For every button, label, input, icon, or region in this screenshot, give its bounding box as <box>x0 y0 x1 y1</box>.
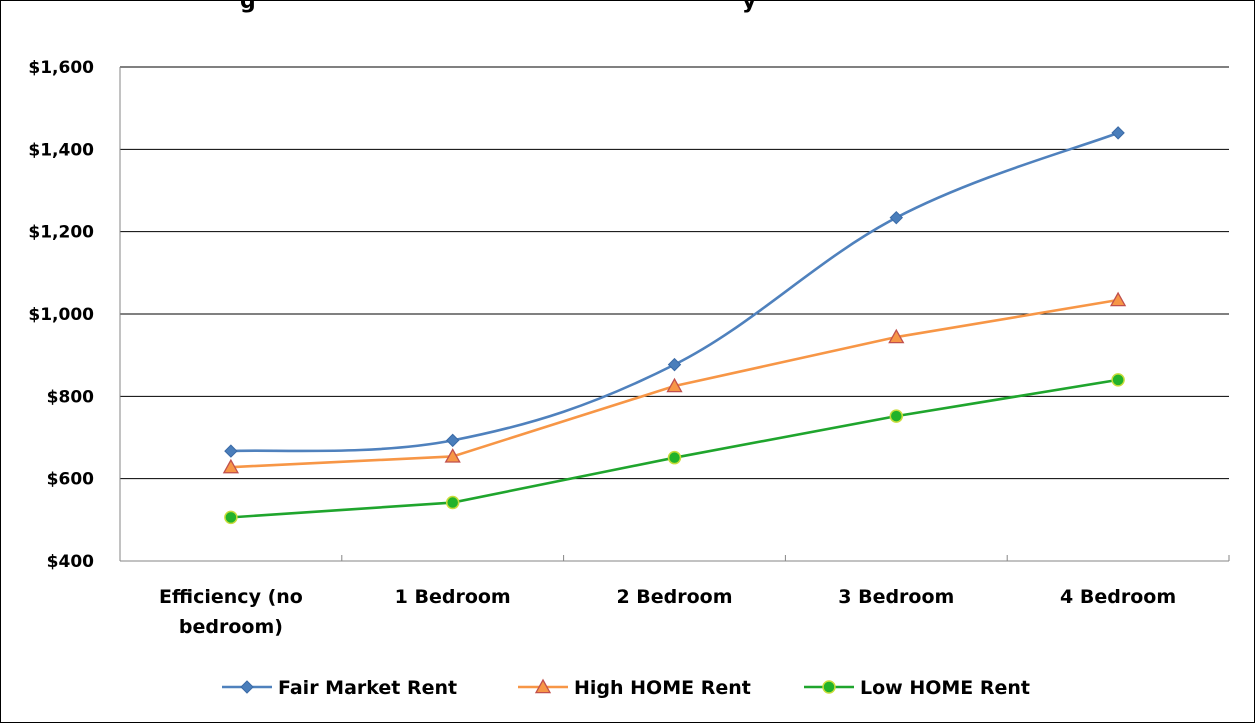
legend-marker <box>534 678 552 694</box>
data-point <box>445 433 460 448</box>
legend-marker <box>240 680 254 694</box>
legend-marker <box>822 680 836 694</box>
series-fair-market-rent <box>224 126 1125 458</box>
series-high-home-rent <box>222 291 1127 474</box>
x-category-label: 4 Bedroom <box>1060 586 1176 608</box>
chart-title-fragment-end: y <box>742 0 756 14</box>
legend: Fair Market Rent High HOME Rent Low HOME R… <box>222 677 1030 699</box>
gridlines <box>120 66 1229 480</box>
data-point <box>1111 126 1125 140</box>
data-point <box>666 377 683 393</box>
legend-entry: High HOME Rent <box>518 677 751 699</box>
x-category-label: 3 Bedroom <box>838 586 954 608</box>
x-category-label: 1 Bedroom <box>395 586 511 608</box>
data-point <box>222 458 240 474</box>
legend-label: Fair Market Rent <box>278 677 457 699</box>
data-point <box>889 210 904 225</box>
data-point <box>889 409 904 423</box>
x-category-label: Efficiency (no bedroom) <box>159 586 303 638</box>
y-tick-label: $600 <box>47 470 94 490</box>
y-tick-label: $1,200 <box>28 223 94 243</box>
data-point <box>224 444 238 458</box>
x-category-label: 2 Bedroom <box>616 586 732 608</box>
legend-label: Low HOME Rent <box>860 677 1030 699</box>
legend-entry: Low HOME Rent <box>804 677 1030 699</box>
y-tick-label: $400 <box>47 552 94 572</box>
data-point <box>1109 291 1127 307</box>
legend-entry: Fair Market Rent <box>222 677 457 699</box>
data-point <box>224 510 238 525</box>
data-point <box>667 450 682 465</box>
y-tick-label: $800 <box>47 387 94 407</box>
y-tick-label: $1,600 <box>28 58 94 78</box>
y-tick-label: $1,000 <box>28 305 94 325</box>
series <box>222 126 1127 525</box>
data-point <box>667 357 682 372</box>
data-point <box>445 495 460 510</box>
data-point <box>444 448 461 463</box>
series-line <box>230 131 1119 453</box>
legend-label: High HOME Rent <box>574 677 751 699</box>
y-tick-label: $1,400 <box>28 140 94 160</box>
data-point <box>888 328 905 344</box>
chart-title-fragment: g <box>240 0 256 14</box>
axes: $400 $600 $800 $1,000 $1,200 $1,400 $1,600 Effi… <box>28 58 1230 638</box>
data-point <box>1111 373 1125 387</box>
series-low-home-rent <box>224 373 1125 525</box>
